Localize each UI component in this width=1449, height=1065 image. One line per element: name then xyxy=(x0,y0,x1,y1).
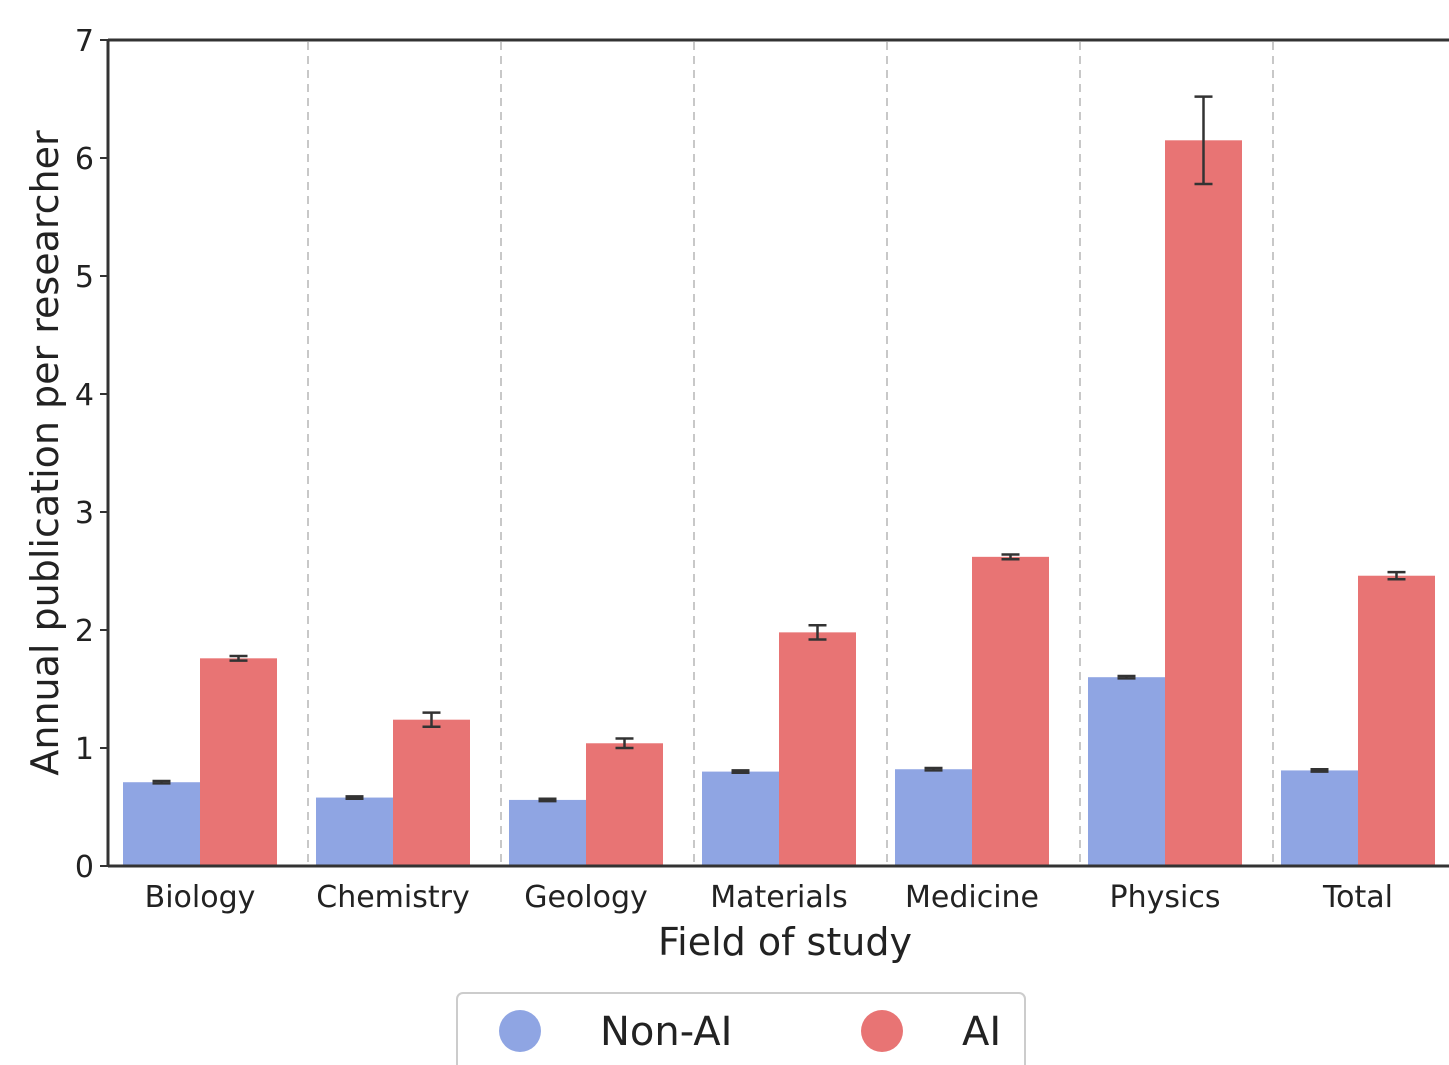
y-tick-label: 0 xyxy=(75,850,94,885)
y-tick-label: 4 xyxy=(75,378,94,413)
error-bar-ai-medicine xyxy=(1001,553,1020,561)
error-bar-ai-physics xyxy=(1194,95,1213,186)
error-bar-ai-total xyxy=(1387,570,1406,581)
y-tick-label: 3 xyxy=(75,496,94,531)
y-tick-label: 7 xyxy=(75,24,94,59)
bar-ai-materials xyxy=(779,632,856,866)
legend-swatch-ai xyxy=(861,1010,903,1052)
bar-non-ai-materials xyxy=(702,771,779,866)
bar-ai-biology xyxy=(200,658,277,866)
y-tick-label: 5 xyxy=(75,260,94,295)
error-bar-non-ai-geology xyxy=(538,797,557,803)
error-bar-non-ai-materials xyxy=(731,769,750,775)
error-bar-ai-chemistry xyxy=(422,711,441,729)
category-separators xyxy=(307,42,1274,865)
error-bar-non-ai-physics xyxy=(1117,674,1136,680)
error-bar-layer xyxy=(152,95,1406,803)
bar-non-ai-physics xyxy=(1088,677,1165,866)
error-bar-non-ai-medicine xyxy=(924,766,943,772)
y-axis-label: Annual publication per researcher xyxy=(23,130,67,776)
x-tick-label: Biology xyxy=(145,880,256,915)
x-tick-label: Total xyxy=(1322,880,1393,915)
y-tick-label: 1 xyxy=(75,732,94,767)
bar-non-ai-total xyxy=(1281,770,1358,866)
legend: Non-AI AI xyxy=(456,992,1026,1065)
y-tick-label: 2 xyxy=(75,614,94,649)
error-bar-ai-geology xyxy=(615,737,634,750)
y-ticks: 0 1 2 3 4 5 6 7 xyxy=(75,24,108,885)
x-tick-label: Materials xyxy=(710,880,848,915)
x-axis-label: Field of study xyxy=(658,920,912,964)
bar-non-ai-medicine xyxy=(895,769,972,866)
bar-non-ai-geology xyxy=(509,799,586,866)
x-tick-label: Chemistry xyxy=(316,880,469,915)
y-tick-label: 6 xyxy=(75,142,94,177)
legend-label-ai: AI xyxy=(962,1009,1001,1055)
x-tick-label: Medicine xyxy=(905,880,1039,915)
bar-non-ai-biology xyxy=(123,782,200,866)
x-tick-label: Physics xyxy=(1110,880,1221,915)
legend-swatch-non-ai xyxy=(499,1010,541,1052)
error-bar-non-ai-total xyxy=(1310,767,1329,773)
error-bar-non-ai-biology xyxy=(152,779,171,785)
bar-layer xyxy=(123,140,1435,867)
error-bar-non-ai-chemistry xyxy=(345,795,364,800)
bar-non-ai-chemistry xyxy=(316,797,393,866)
bar-ai-physics xyxy=(1165,140,1242,867)
legend-frame xyxy=(456,992,1026,1065)
error-bar-ai-materials xyxy=(808,624,827,641)
bar-ai-total xyxy=(1358,575,1435,866)
bar-ai-chemistry xyxy=(393,719,470,866)
bar-ai-medicine xyxy=(972,556,1049,866)
bar-ai-geology xyxy=(586,743,663,866)
error-bar-ai-biology xyxy=(229,654,248,662)
x-tick-label: Geology xyxy=(524,880,648,915)
x-ticks: Biology Chemistry Geology Materials Medicine… xyxy=(145,880,1393,915)
axes xyxy=(106,38,1449,868)
legend-label-non-ai: Non-AI xyxy=(600,1009,732,1055)
